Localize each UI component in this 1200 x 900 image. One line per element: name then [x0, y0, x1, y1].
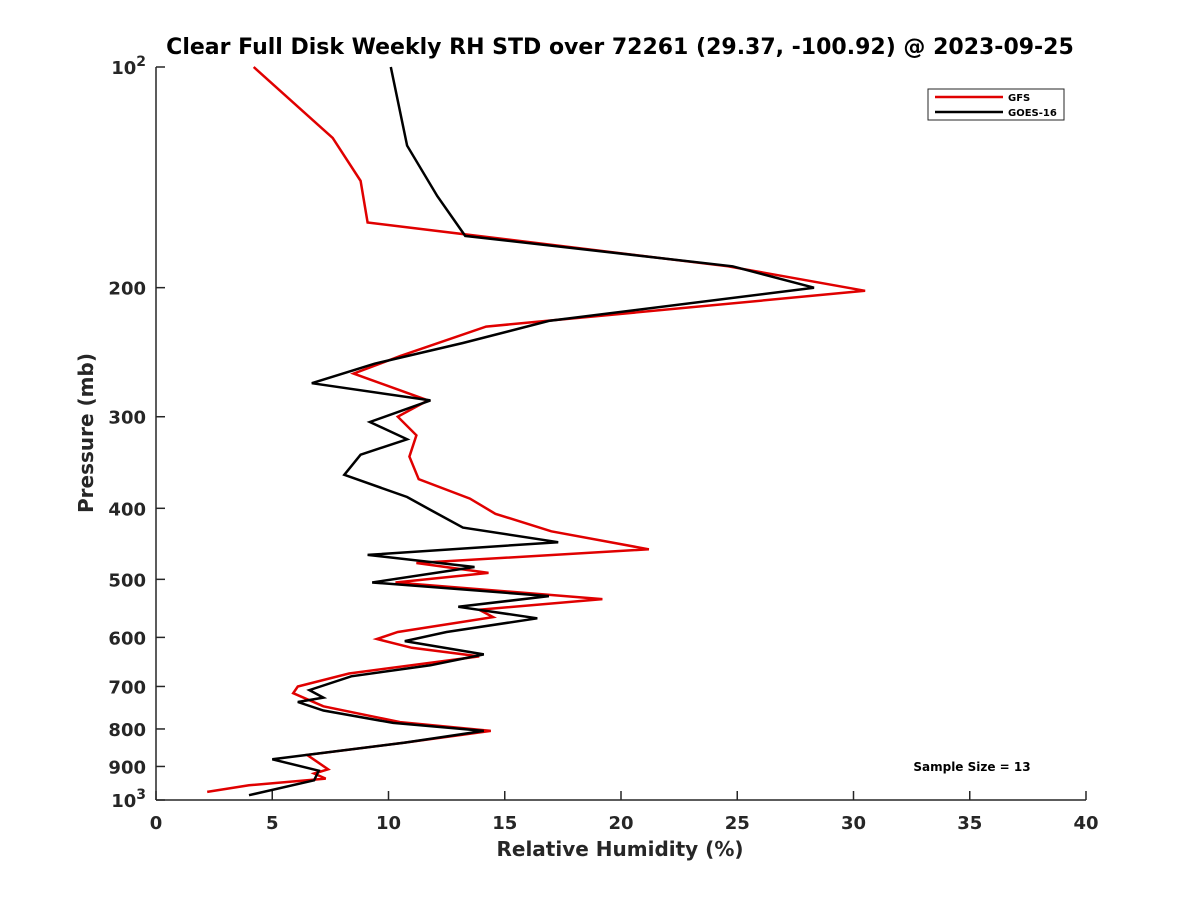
- y-tick-label: 200: [108, 279, 146, 300]
- legend-label: GOES-16: [1008, 108, 1057, 119]
- x-tick-label: 15: [492, 813, 517, 834]
- x-tick-label: 20: [608, 813, 633, 834]
- chart-legend: GFS GOES-16: [927, 88, 1065, 121]
- series-layer: [207, 66, 866, 797]
- legend-label: GFS: [1008, 93, 1030, 104]
- series-line-goes-16: [248, 66, 815, 797]
- series-line-gfs: [207, 66, 866, 794]
- y-tick-label: 600: [108, 628, 146, 649]
- x-axis-label: Relative Humidity (%): [496, 837, 743, 861]
- x-tick-label: 30: [841, 813, 866, 834]
- x-tick-label: 25: [725, 813, 750, 834]
- chart-title: Clear Full Disk Weekly RH STD over 72261…: [166, 35, 1074, 60]
- y-tick-label: 103: [111, 787, 146, 812]
- y-axis-label: Pressure (mb): [74, 353, 98, 513]
- y-tick-label: 800: [108, 720, 146, 741]
- x-tick-label: 10: [376, 813, 401, 834]
- y-tick-label: 900: [108, 757, 146, 778]
- y-tick-label: 102: [111, 54, 146, 79]
- x-tick-label: 5: [266, 813, 279, 834]
- y-tick-label: 500: [108, 570, 146, 591]
- legend-box: [927, 88, 1065, 121]
- y-tick-label: 700: [108, 677, 146, 698]
- y-tick-label: 400: [108, 499, 146, 520]
- x-tick-label: 0: [150, 813, 163, 834]
- x-tick-label: 35: [957, 813, 982, 834]
- x-tick-label: 40: [1073, 813, 1098, 834]
- sample-size-annotation: Sample Size = 13: [913, 760, 1030, 774]
- y-tick-label: 300: [108, 408, 146, 429]
- plot-axes: 0 5 10 15 20 25 30 35 40 102 200 300 400 500 600 700 800…: [108, 54, 1098, 834]
